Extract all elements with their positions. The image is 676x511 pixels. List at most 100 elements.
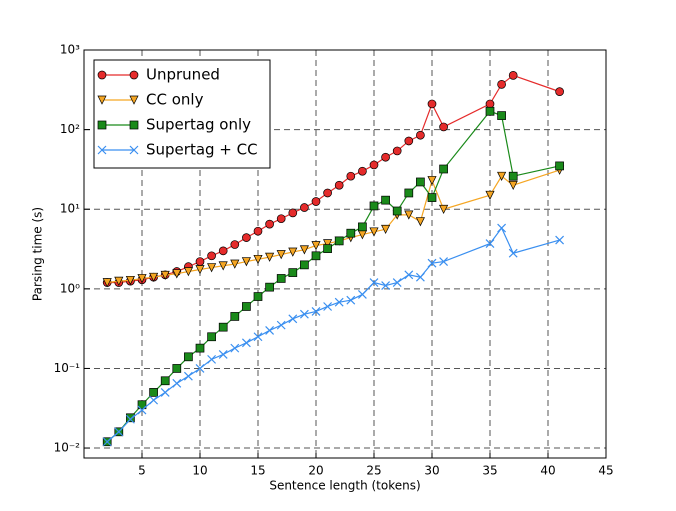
series-line — [106, 226, 560, 443]
marker — [427, 193, 437, 202]
marker — [300, 203, 309, 212]
marker — [369, 278, 379, 287]
marker — [392, 278, 402, 287]
marker — [97, 145, 107, 155]
marker — [97, 120, 107, 130]
series-line — [106, 110, 560, 443]
marker — [242, 302, 251, 311]
y-tick-label: 10³ — [60, 43, 80, 57]
marker — [129, 95, 139, 105]
marker — [439, 204, 449, 215]
marker — [288, 314, 298, 324]
marker — [97, 70, 107, 80]
marker — [300, 260, 309, 270]
marker — [416, 177, 425, 187]
marker — [381, 152, 390, 162]
marker — [381, 195, 390, 205]
marker — [129, 145, 139, 155]
marker — [172, 364, 182, 373]
marker — [172, 269, 182, 279]
marker — [485, 99, 495, 109]
marker — [195, 257, 205, 266]
marker — [369, 160, 379, 170]
marker — [288, 247, 298, 257]
marker — [195, 364, 205, 373]
plot-frame — [83, 49, 607, 459]
marker — [415, 217, 425, 227]
marker — [427, 176, 437, 186]
marker — [253, 292, 263, 301]
x-tick-label: 40 — [540, 464, 555, 478]
marker — [126, 413, 135, 423]
marker — [265, 252, 275, 262]
marker — [404, 270, 414, 280]
x-tick-label: 15 — [250, 464, 265, 478]
marker — [497, 111, 506, 120]
legend-label: Supertag + CC — [146, 141, 258, 159]
marker — [288, 268, 298, 277]
marker — [381, 281, 391, 290]
marker — [114, 427, 124, 437]
marker — [97, 95, 107, 105]
marker — [555, 161, 564, 171]
marker — [149, 388, 158, 397]
marker — [265, 326, 275, 335]
marker — [102, 437, 112, 447]
marker — [323, 188, 332, 198]
marker — [114, 276, 124, 286]
marker — [276, 214, 286, 224]
marker — [485, 190, 495, 200]
marker — [334, 236, 344, 246]
marker — [129, 70, 139, 80]
y-axis-label: Parsing time (s) — [31, 207, 45, 301]
x-axis-label: Sentence length (tokens) — [269, 479, 420, 493]
marker — [207, 251, 216, 261]
marker — [183, 371, 193, 381]
marker — [392, 206, 402, 216]
marker — [485, 106, 495, 116]
y-tick-label: 10² — [60, 122, 80, 136]
legend-label: Unpruned — [146, 66, 220, 84]
y-tick-label: 10¹ — [60, 202, 80, 216]
marker — [497, 80, 506, 89]
marker — [311, 241, 321, 251]
y-tick-label: 10⁰ — [60, 281, 80, 295]
marker — [427, 99, 437, 109]
marker — [230, 312, 240, 321]
marker — [497, 171, 507, 181]
marker — [125, 414, 135, 424]
marker — [439, 164, 448, 174]
marker — [381, 224, 391, 235]
marker — [276, 250, 286, 260]
marker — [218, 322, 228, 332]
marker — [357, 230, 367, 240]
marker — [276, 274, 286, 283]
marker — [218, 349, 228, 359]
marker — [497, 223, 507, 233]
marker — [358, 166, 367, 176]
marker — [323, 244, 332, 253]
x-tick-label: 25 — [366, 464, 381, 478]
x-tick-label: 10 — [192, 464, 207, 478]
marker — [137, 405, 147, 415]
marker — [265, 219, 274, 229]
marker — [485, 239, 495, 249]
marker — [230, 240, 240, 249]
legend-label: CC only — [146, 91, 204, 109]
marker — [439, 122, 448, 132]
marker — [311, 307, 321, 316]
marker — [102, 278, 112, 288]
marker — [288, 208, 298, 218]
marker — [149, 395, 159, 405]
marker — [346, 295, 356, 305]
marker — [137, 400, 147, 410]
marker — [346, 171, 356, 181]
marker — [241, 257, 251, 267]
marker — [392, 146, 402, 156]
marker — [334, 297, 344, 307]
marker — [160, 376, 170, 386]
marker — [137, 274, 147, 284]
marker — [311, 251, 321, 261]
series-line — [107, 169, 560, 284]
marker — [427, 258, 437, 268]
